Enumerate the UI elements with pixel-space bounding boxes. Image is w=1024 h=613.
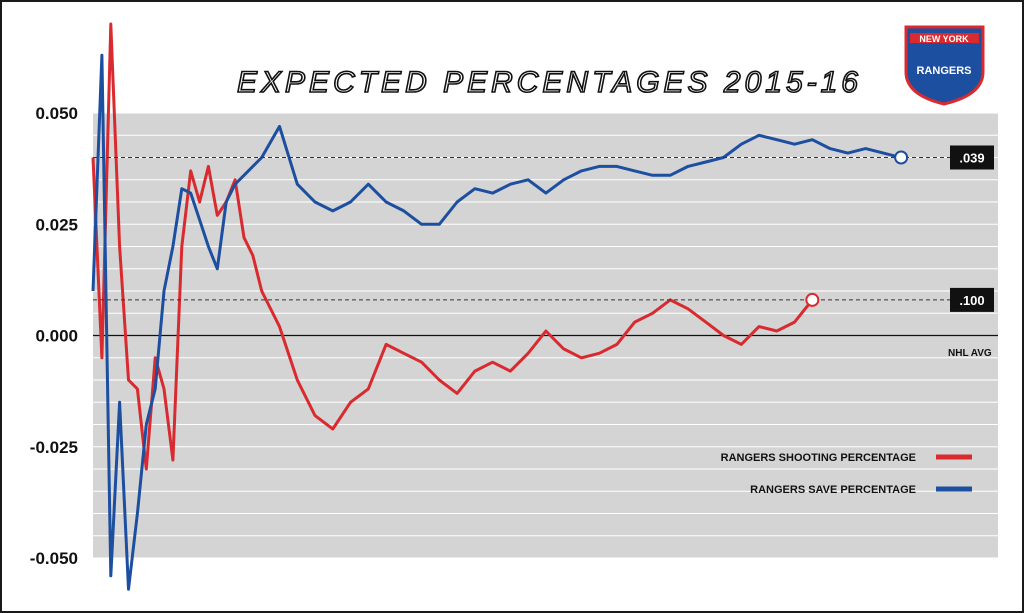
y-tick-label: 0.000: [35, 327, 78, 346]
y-tick-label: 0.050: [35, 104, 78, 123]
series-lines: [91, 22, 902, 591]
series-line-shooting: [91, 22, 814, 471]
gridlines: [93, 112, 998, 559]
svg-text:RANGERS: RANGERS: [916, 65, 971, 77]
series-endpoint-marker: [894, 150, 909, 165]
end-value-badge: [950, 145, 994, 170]
nhl-avg-label: NHL AVG: [948, 348, 992, 359]
legend-label: RANGERS SHOOTING PERCENTAGE: [721, 452, 916, 464]
chart-title: EXPECTED PERCENTAGES 2015-16: [237, 66, 862, 99]
series-line-save: [91, 53, 902, 591]
end-value-badge: [950, 287, 994, 312]
end-value-label: .100: [959, 293, 984, 308]
y-tick-label: -0.025: [30, 438, 78, 457]
y-tick-labels: 0.050 0.025 0.000 -0.025 -0.050: [30, 104, 78, 568]
series-endpoint-marker: [805, 292, 820, 307]
legend-label: RANGERS SAVE PERCENTAGE: [750, 484, 916, 496]
series-endpoints: .100 .039: [93, 145, 994, 312]
rangers-logo: NEW YORK RANGERS: [904, 25, 985, 106]
legend: RANGERS SHOOTING PERCENTAGE RANGERS SAVE …: [721, 452, 972, 496]
end-value-label: .039: [959, 151, 984, 166]
svg-text:NEW YORK: NEW YORK: [919, 34, 969, 44]
y-tick-label: 0.025: [35, 215, 78, 234]
y-tick-label: -0.050: [30, 549, 78, 568]
